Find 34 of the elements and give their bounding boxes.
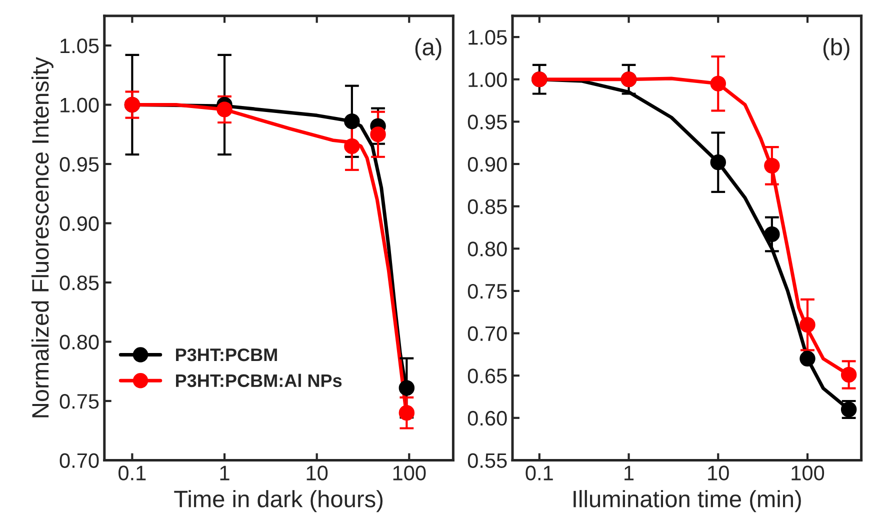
y-tick-label: 0.85 [60, 275, 99, 290]
x-tick-label: 100 [393, 466, 426, 480]
x-tick-label: 100 [792, 466, 824, 480]
y-tick-label: 0.80 [468, 242, 507, 256]
y-tick-label: 1.05 [60, 38, 99, 54]
x-tick-label: 10 [708, 466, 729, 480]
y-tick-label: 1.00 [468, 72, 507, 88]
x-tick-label: 10 [306, 466, 328, 480]
x-tick-label: 1 [624, 466, 634, 480]
y-axis-title: Normalized Fluorescence Intensity [31, 56, 54, 418]
annotation: (a) [415, 38, 442, 60]
y-tick-label: 0.55 [468, 453, 507, 468]
y-tick-label: 0.95 [468, 114, 507, 130]
y-tick-label: 0.70 [468, 326, 507, 342]
legend-label: P3HT:PCBM:Al NPs [176, 374, 342, 388]
y-tick-label: 1.05 [468, 30, 507, 45]
y-tick-label: 0.90 [468, 156, 507, 172]
x-axis-title: Time in dark (hours) [174, 490, 383, 512]
y-tick-label: 0.80 [60, 334, 99, 350]
y-tick-label: 0.90 [60, 216, 99, 231]
annotation: (b) [823, 38, 850, 60]
x-tick-label: 1 [220, 466, 230, 480]
y-tick-label: 0.65 [468, 368, 507, 384]
y-tick-label: 0.95 [60, 156, 99, 172]
x-axis-title: Illumination time (min) [574, 490, 801, 512]
y-tick-label: 0.60 [468, 410, 507, 426]
y-tick-label: 0.75 [60, 394, 99, 409]
y-tick-label: 0.70 [60, 453, 99, 468]
legend-label: P3HT:PCBM [176, 348, 277, 362]
y-tick-label: 0.85 [468, 199, 507, 214]
x-tick-label: 0.1 [526, 466, 553, 480]
y-tick-label: 0.75 [468, 284, 507, 299]
x-tick-label: 0.1 [118, 466, 146, 480]
y-tick-label: 1.00 [60, 98, 99, 112]
